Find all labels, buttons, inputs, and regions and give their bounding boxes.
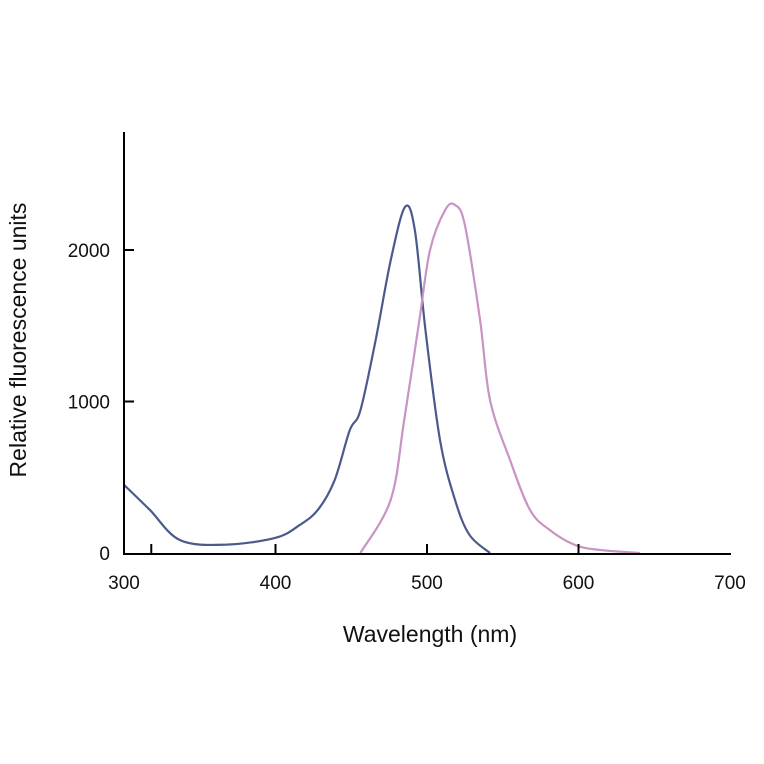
x-tick-label: 300 [108, 573, 140, 594]
y-axis-title: Relative fluorescence units [5, 203, 31, 478]
x-tick-label: 500 [411, 573, 443, 594]
y-tick-label: 2000 [68, 241, 110, 262]
x-axis-title: Wavelength (nm) [343, 621, 517, 647]
y-tick-label: 1000 [68, 393, 110, 414]
x-tick-label: 600 [563, 573, 595, 594]
excitation-curve [123, 204, 491, 554]
x-tick-label: 400 [260, 573, 292, 594]
ticks-layer: 300 400 500 600 700 0 1000 2000 [68, 241, 746, 594]
y-tick-label: 0 [99, 544, 110, 565]
x-tick-label: 700 [714, 573, 746, 594]
series-layer [123, 202, 641, 555]
emission-curve [359, 202, 641, 555]
